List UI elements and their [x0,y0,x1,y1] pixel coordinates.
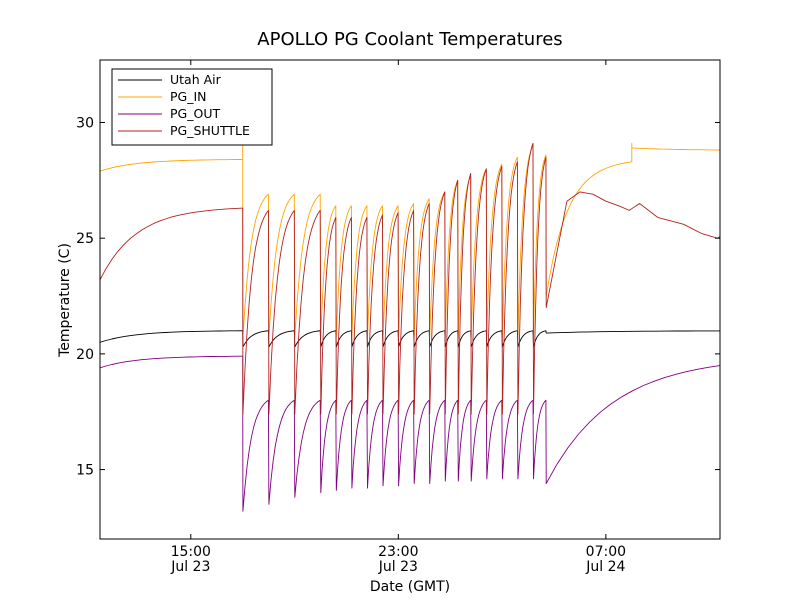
legend-box [111,68,273,146]
legend: Utah Air PG_IN PG_OUT PG_SHUTTLE [111,68,273,146]
plot-frame [99,59,721,540]
x-tick-date: Jul 23 [170,559,210,575]
x-axis-label: Date (GMT) [370,579,450,595]
legend-label: PG_OUT [170,106,220,121]
series-line-utah-air [100,330,720,348]
chart-title: APOLLO PG Coolant Temperatures [257,29,562,50]
x-tick-date: Jul 24 [585,559,625,575]
y-tick-label: 30 [76,115,94,131]
x-tick-time: 07:00 [586,544,626,560]
tick-layer [100,60,720,539]
legend-label: Utah Air [170,72,222,87]
series-line-pg-out [100,355,720,512]
series-line-pg-in [100,126,720,339]
legend-label: PG_SHUTTLE [170,123,250,138]
y-tick-labels: 15 20 25 30 [76,115,94,478]
x-tick-time: 15:00 [171,544,211,560]
x-tick-date: Jul 23 [378,559,418,575]
series-layer [100,126,720,512]
legend-label: PG_IN [170,89,207,104]
legend-entries: Utah Air PG_IN PG_OUT PG_SHUTTLE [118,72,250,138]
x-tick-time: 23:00 [378,544,418,560]
y-tick-label: 20 [76,347,94,363]
series-line-pg-shuttle [100,142,720,415]
y-tick-label: 25 [76,231,94,247]
y-tick-label: 15 [76,463,94,479]
y-axis-label: Temperature (C) [57,243,73,358]
